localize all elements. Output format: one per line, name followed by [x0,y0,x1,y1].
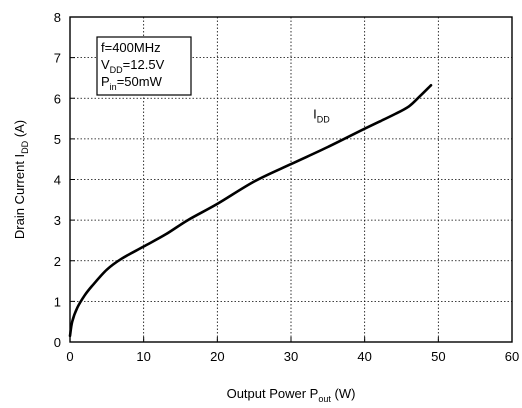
x-tick-label: 50 [431,349,445,364]
x-axis-title: Output Power Pout (W) [227,386,356,404]
series-label-idd: IDD [313,107,330,125]
x-tick-label: 0 [66,349,73,364]
series-line-idd [68,84,433,338]
x-tick-label: 60 [505,349,519,364]
y-tick-label: 1 [54,294,61,309]
condition-line: Pin=50mW [101,74,163,92]
series-layer [68,84,433,338]
condition-line: VDD=12.5V [101,57,165,75]
y-tick-label: 3 [54,213,61,228]
x-tick-label: 30 [284,349,298,364]
y-tick-label: 5 [54,132,61,147]
condition-line: f=400MHz [101,40,161,55]
y-axis-ticks: 0 1 2 3 4 5 6 7 8 [54,10,75,350]
x-tick-label: 20 [210,349,224,364]
y-tick-label: 2 [54,254,61,269]
x-tick-label: 40 [357,349,371,364]
y-tick-label: 6 [54,91,61,106]
y-tick-label: 7 [54,51,61,66]
x-axis-ticks: 0 10 20 30 40 50 60 [66,337,519,364]
y-tick-label: 4 [54,173,61,188]
y-tick-label: 8 [54,10,61,25]
x-tick-label: 10 [136,349,150,364]
conditions-box-frame [96,36,192,96]
grid-lines [70,17,512,342]
y-axis-title: Drain Current IDD (A) [12,120,30,239]
y-tick-label: 0 [54,335,61,350]
